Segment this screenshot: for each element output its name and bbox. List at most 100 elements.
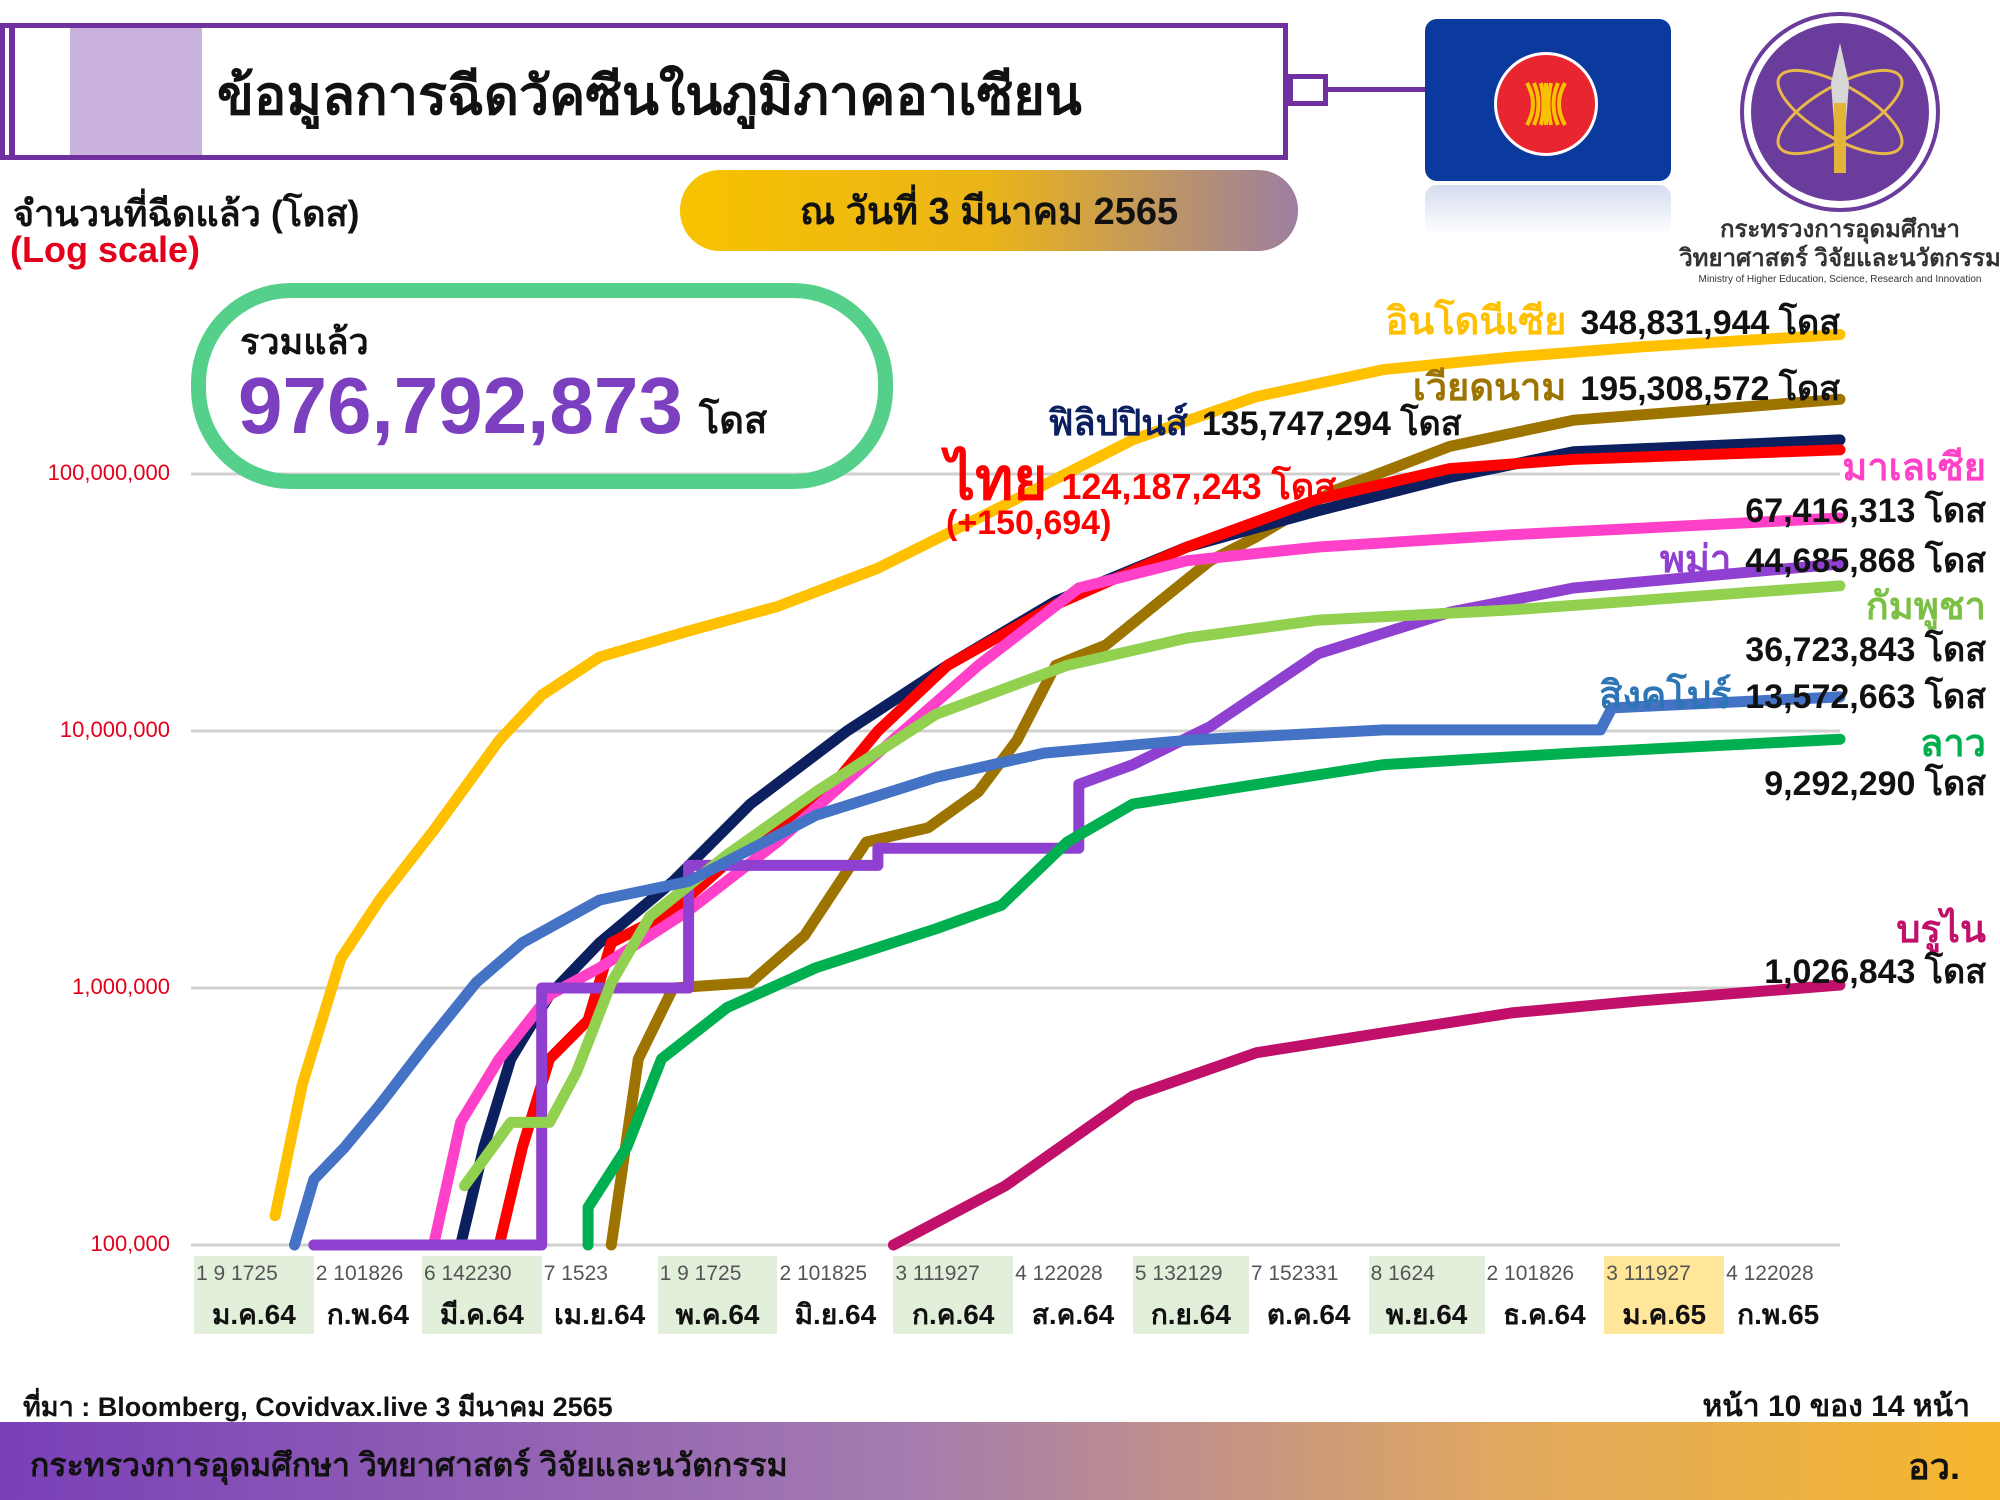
series-label-indonesia: อินโดนีเซีย: [1385, 301, 1567, 343]
series-label-row-vietnam: เวียดนาม 195,308,572 โดส: [1413, 356, 1840, 417]
x-tick-month: ธ.ค.64: [1503, 1299, 1586, 1330]
ministry-name-block: กระทรวงการอุดมศึกษา วิทยาศาสตร์ วิจัยและ…: [1679, 216, 2000, 286]
series-line-9: [887, 979, 1846, 1251]
series-label-cambodia: กัมพูชา: [1865, 586, 1986, 628]
x-tick-month: ก.พ.64: [326, 1299, 409, 1330]
series-label-row-philippines: ฟิลิปปินส์ 135,747,294 โดส: [1048, 394, 1461, 451]
series-total-thailand: 124,187,243 โดส: [1061, 466, 1337, 507]
month-highlight: [1604, 1256, 1725, 1334]
series-total-brunei: 1,026,843 โดส: [1764, 953, 1986, 991]
y-tick-label: 1,000,000: [72, 974, 170, 999]
series-label-thailand: ไทย: [946, 447, 1048, 512]
x-tick-month: ก.ค.64: [912, 1299, 995, 1330]
month-highlight: [1132, 1256, 1249, 1334]
x-tick-days: 3 111927: [1606, 1262, 1691, 1285]
month-highlight: [194, 1256, 314, 1334]
x-tick-month: พ.ค.64: [675, 1299, 760, 1330]
series-total-laos: 9,292,290 โดส: [1764, 765, 1986, 803]
series-label-malaysia: มาเลเซีย: [1842, 447, 1986, 489]
series-label-laos: ลาว: [1920, 723, 1986, 765]
x-tick-days: 6 142230: [423, 1262, 512, 1285]
x-tick-month: ส.ค.64: [1031, 1299, 1115, 1330]
series-line-1: [605, 393, 1846, 1251]
x-tick-days: 1 9 1725: [659, 1262, 742, 1285]
y-tick-label: 10,000,000: [59, 717, 170, 742]
series-total-myanmar: 44,685,868 โดส: [1745, 542, 1986, 580]
x-tick-days: 7 152331: [1250, 1262, 1339, 1285]
month-highlight: [893, 1256, 1014, 1334]
series-line-3: [493, 444, 1846, 1251]
thailand-daily-change: (+150,694): [946, 504, 1112, 542]
x-tick-days: 5 132129: [1134, 1262, 1223, 1285]
series-line-7: [289, 691, 1846, 1251]
date-badge: ณ วันที่ 3 มีนาคม 2565: [680, 170, 1298, 251]
y-tick-label: 100,000,000: [47, 460, 170, 485]
footer-ministry-abbr: อว.: [1908, 1446, 1960, 1487]
series-line-8: [582, 733, 1846, 1251]
series-label-myanmar: พม่า: [1659, 539, 1732, 581]
x-tick-month: ม.ค.64: [211, 1299, 296, 1330]
footer-ministry: กระทรวงการอุดมศึกษา วิทยาศาสตร์ วิจัยและ…: [30, 1447, 788, 1483]
asean-emblem-icon: [1494, 52, 1598, 156]
x-tick-month: ต.ค.64: [1266, 1299, 1351, 1330]
series-label-row-myanmar: พม่า 44,685,868 โดส: [1660, 528, 1986, 589]
x-tick-month: เม.ย.64: [554, 1299, 646, 1330]
x-tick-days: 3 111927: [895, 1262, 980, 1285]
x-tick-days: 4 122028: [1015, 1262, 1103, 1285]
footer-bar: [0, 1422, 2000, 1500]
x-tick-days: 2 101826: [315, 1262, 404, 1285]
x-tick-days: 1 9 1725: [196, 1262, 278, 1285]
series-line-5: [308, 558, 1846, 1251]
x-tick-month: มี.ค.64: [439, 1299, 524, 1330]
syringe-needle: [1326, 87, 1426, 92]
month-highlight: [1368, 1256, 1485, 1334]
series-line-4: [428, 512, 1846, 1251]
series-label-vietnam: เวียดนาม: [1412, 367, 1567, 409]
x-tick-days: 2 101826: [1486, 1262, 1575, 1285]
series-label-row-indonesia: อินโดนีเซีย 348,831,944 โดส: [1385, 290, 1840, 351]
x-tick-month: มิ.ย.64: [794, 1299, 877, 1330]
series-total-vietnam: 195,308,572 โดส: [1580, 370, 1840, 408]
series-label-philippines: ฟิลิปปินส์: [1048, 402, 1188, 443]
x-tick-days: 4 122028: [1726, 1262, 1814, 1285]
series-line-0: [269, 329, 1846, 1222]
y-axis-label: จำนวนที่ฉีดแล้ว (โดส): [13, 193, 360, 234]
series-total-philippines: 135,747,294 โดส: [1201, 405, 1462, 443]
x-tick-days: 7 1523: [543, 1262, 608, 1285]
page-number: หน้า 10 ของ 14 หน้า: [1702, 1390, 1970, 1423]
x-tick-days: 8 1624: [1370, 1262, 1435, 1285]
date-label: ณ วันที่ 3 มีนาคม 2565: [799, 191, 1179, 233]
syringe-fill: [70, 28, 202, 155]
series-line-6: [459, 580, 1846, 1192]
series-total-cambodia: 36,723,843 โดส: [1745, 631, 1986, 669]
asean-flag-reflection: [1425, 185, 1671, 235]
source-note: ที่มา : Bloomberg, Covidvax.live 3 มีนาค…: [23, 1392, 613, 1422]
ministry-name-line2: วิทยาศาสตร์ วิจัยและนวัตกรรม: [1679, 244, 2000, 272]
ministry-logo: [1744, 16, 1936, 208]
log-scale-note: (Log scale): [10, 229, 201, 270]
ministry-name-line1: กระทรวงการอุดมศึกษา: [1720, 216, 1960, 243]
month-highlight: [657, 1256, 778, 1334]
rice-stalks-icon: [1525, 82, 1567, 126]
y-tick-label: 100,000: [90, 1231, 170, 1256]
syringe-hub: [1288, 74, 1328, 106]
series-label-brunei: บรูไน: [1896, 909, 1986, 951]
x-tick-month: ก.ย.64: [1150, 1299, 1231, 1330]
series-label-row-thailand: ไทย 124,187,243 โดส: [946, 432, 1336, 525]
x-tick-month: ม.ค.65: [1622, 1299, 1707, 1330]
total-row: 976,792,873 โดส: [238, 360, 767, 452]
page-title: ข้อมูลการฉีดวัคซีนในภูมิภาคอาเซียน: [217, 66, 1082, 126]
series-label-row-singapore: สิงคโปร์ 13,572,663 โดส: [1599, 664, 1986, 725]
total-value: 976,792,873: [238, 361, 683, 450]
x-tick-month: พ.ย.64: [1385, 1299, 1468, 1330]
x-tick-days: 2 101825: [779, 1262, 868, 1285]
ministry-name-en: Ministry of Higher Education, Science, R…: [1698, 273, 1982, 285]
x-tick-month: ก.พ.65: [1737, 1299, 1820, 1330]
series-label-singapore: สิงคโปร์: [1599, 675, 1732, 717]
series-total-singapore: 13,572,663 โดส: [1745, 678, 1986, 716]
ministry-emblem-icon: [1776, 43, 1904, 173]
series-line-2: [455, 434, 1846, 1251]
series-total-indonesia: 348,831,944 โดส: [1580, 304, 1840, 342]
series-total-malaysia: 67,416,313 โดส: [1745, 492, 1986, 530]
